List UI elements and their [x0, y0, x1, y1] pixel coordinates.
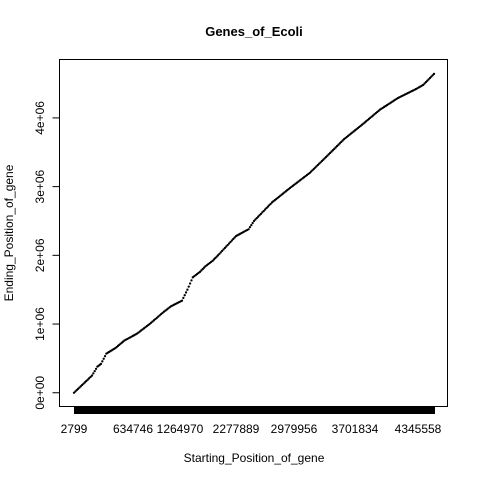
plot-frame: [59, 59, 448, 407]
data-point: [262, 209, 265, 213]
y-tick-label: 1e+06: [33, 307, 47, 341]
data-point: [184, 291, 188, 294]
data-point: [216, 254, 220, 257]
data-point: [92, 372, 95, 375]
x-tick-band: [74, 407, 435, 414]
data-point: [85, 379, 88, 383]
x-tick-label: 2979956: [271, 422, 318, 436]
data-point: [247, 228, 250, 231]
y-tick-label: 2e+06: [33, 238, 47, 272]
data-point: [102, 357, 105, 360]
data-point: [188, 282, 192, 285]
data-point: [268, 204, 271, 207]
data-point: [103, 355, 107, 358]
data-point: [183, 294, 186, 297]
data-point: [250, 223, 253, 227]
data-point: [232, 237, 235, 241]
data-point: [261, 211, 264, 214]
y-axis: 0e+00 1e+06 2e+06 3e+06 4e+06: [33, 101, 60, 410]
data-point: [259, 212, 263, 215]
data-point: [223, 246, 227, 250]
data-point: [230, 239, 234, 242]
data-point: [89, 375, 92, 379]
data-point: [187, 285, 190, 288]
x-tick-label: 4345558: [395, 422, 442, 436]
data-point: [221, 249, 224, 253]
data-point: [182, 296, 185, 300]
x-tick-label: 3701834: [332, 422, 379, 436]
y-axis-label: Ending_Position_of_gene: [2, 164, 16, 301]
data-point: [269, 202, 272, 206]
data-point: [101, 360, 104, 363]
data-point: [257, 215, 260, 218]
data-point: [219, 251, 222, 254]
data-point: [258, 214, 261, 217]
data-point: [99, 362, 103, 366]
y-tick-label: 3e+06: [33, 169, 47, 203]
data-point: [251, 221, 254, 225]
x-axis: 2799 634746 1264970 2277889 2979956 3701834 43…: [61, 407, 442, 436]
data-point: [218, 252, 221, 256]
data-point: [93, 369, 96, 373]
data-points: [72, 72, 436, 394]
data-point: [266, 205, 269, 208]
x-axis-label: Starting_Position_of_gene: [184, 451, 325, 465]
data-point: [248, 226, 252, 229]
x-tick-label: 1264970: [157, 422, 204, 436]
data-point: [87, 377, 91, 380]
data-point: [190, 279, 193, 282]
data-point: [263, 208, 267, 211]
data-point: [265, 206, 268, 210]
data-point: [86, 378, 89, 381]
data-point: [227, 242, 231, 245]
data-point: [233, 236, 236, 239]
y-tick-label: 0e+00: [33, 376, 47, 410]
data-point: [186, 288, 189, 291]
data-point: [229, 240, 232, 244]
x-tick-label: 2799: [61, 422, 88, 436]
data-point: [90, 374, 94, 377]
chart-title: Genes_of_Ecoli: [205, 24, 303, 39]
data-point: [252, 219, 256, 223]
data-point: [432, 72, 436, 76]
data-point: [225, 245, 228, 248]
x-tick-label: 2277889: [213, 422, 260, 436]
data-point: [83, 381, 86, 384]
data-point: [180, 299, 184, 302]
data-point: [222, 248, 225, 251]
data-point: [94, 367, 98, 371]
x-tick-label: 634746: [113, 422, 153, 436]
data-point: [255, 216, 258, 220]
data-point: [254, 218, 257, 221]
data-point: [226, 243, 229, 247]
y-tick-label: 4e+06: [33, 101, 47, 135]
